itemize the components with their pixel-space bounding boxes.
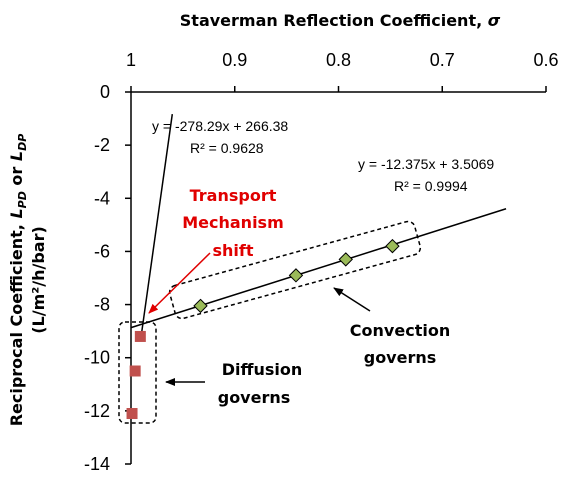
trendline-1 [141, 114, 174, 332]
transport-shift-label-line2: Mechanism [182, 213, 284, 232]
x-axis-title-symbol: σ [488, 11, 501, 30]
y-tick-label: -2 [94, 135, 110, 155]
convection-label-line1: Convection [350, 321, 450, 340]
transport-shift-label-line1: Transport [190, 186, 277, 205]
y-tick-labels: 0 -2 -4 -6 -8 -10 -12 -14 [84, 82, 110, 474]
y-tick-label: -6 [94, 241, 110, 261]
axes [125, 86, 547, 465]
x-axis-title-text: Staverman Reflection Coefficient, [180, 11, 488, 30]
trendline-1-equation: y = -278.29x + 266.38 [152, 118, 288, 134]
svg-text:Reciprocal Coefficient, LPD or: Reciprocal Coefficient, LPD or LDP [7, 134, 29, 427]
transport-shift-label-line3: shift [212, 241, 253, 260]
trendline-1-r2: R² = 0.9628 [190, 140, 264, 156]
y-axis-title-prefix: Reciprocal Coefficient, [7, 219, 26, 427]
diamond-data-point [288, 268, 304, 283]
diamond-data-point [338, 252, 353, 267]
y-tick-label: -12 [84, 401, 110, 421]
y-axis-title: Reciprocal Coefficient, LPD or LDP (L/m²… [7, 134, 48, 427]
y-tick-label: -14 [84, 454, 110, 474]
square-data-point [134, 330, 146, 342]
x-tick-label: 0.7 [430, 50, 455, 70]
trendlines [130, 114, 507, 332]
x-tick-label: 1 [126, 50, 136, 70]
y-axis-title-l2: L [7, 151, 26, 161]
x-axis-title: Staverman Reflection Coefficient, σ [180, 11, 501, 30]
x-tick-label: 0.6 [533, 50, 558, 70]
y-tick-label: 0 [100, 82, 110, 102]
trendline-2 [130, 208, 507, 329]
y-axis-title-sub1: PD [16, 191, 29, 208]
convection-label-line2: governs [364, 348, 437, 367]
trendline-2-r2: R² = 0.9994 [394, 178, 468, 194]
diffusion-label-line1: Diffusion [222, 360, 303, 379]
diffusion-label-line2: governs [218, 388, 291, 407]
y-axis-title-units: (L/m²/h/bar) [29, 226, 48, 334]
transport-shift-arrow [148, 252, 211, 314]
y-tick-label: -4 [94, 188, 110, 208]
trendline-2-equation: y = -12.375x + 3.5069 [358, 156, 494, 172]
diffusion-group-box [118, 321, 157, 424]
diamond-data-point [193, 298, 208, 314]
data-markers [126, 238, 400, 420]
y-tick-label: -10 [84, 348, 110, 368]
diamond-data-point [385, 238, 400, 254]
y-tick-label: -8 [94, 295, 110, 315]
y-axis-title-sub2: DP [16, 134, 29, 151]
x-tick-labels: 1 0.9 0.8 0.7 0.6 [126, 50, 559, 70]
x-tick-label: 0.9 [222, 50, 247, 70]
square-data-point [126, 408, 138, 420]
x-tick-label: 0.8 [326, 50, 351, 70]
y-axis-title-l1: L [7, 208, 26, 218]
y-axis-title-or: or [7, 161, 26, 191]
convection-arrow [333, 287, 371, 312]
square-data-point [129, 365, 141, 377]
